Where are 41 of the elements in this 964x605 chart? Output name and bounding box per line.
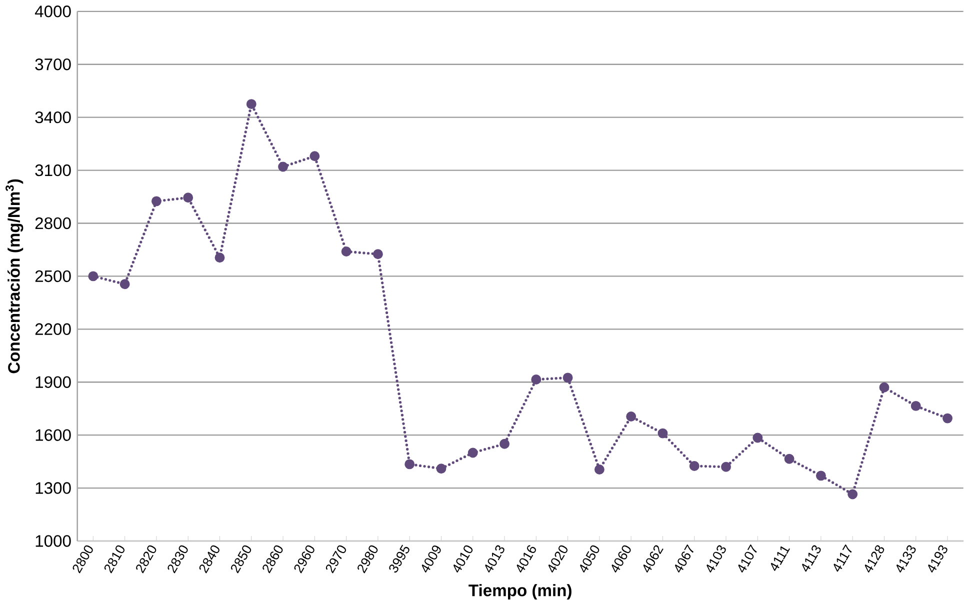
point xyxy=(120,279,130,290)
point xyxy=(468,448,478,458)
point xyxy=(436,464,446,474)
point xyxy=(88,271,98,282)
x-axis-title: Tiempo (min) xyxy=(468,584,572,600)
y-tick-label: 3400 xyxy=(35,111,71,124)
point xyxy=(752,432,763,443)
point xyxy=(246,99,256,110)
point xyxy=(942,413,952,424)
y-tick-label: 1900 xyxy=(36,376,71,388)
point xyxy=(626,412,636,422)
y-axis-title: Concentración (mg/Nm$^{3}$) xyxy=(6,179,24,374)
point xyxy=(721,462,731,472)
point xyxy=(910,400,921,411)
y-tick-label: 1300 xyxy=(36,482,71,494)
y-tick-label: 3100 xyxy=(35,164,71,176)
point xyxy=(278,162,288,172)
point xyxy=(879,382,890,392)
point xyxy=(848,489,858,500)
point xyxy=(500,438,510,449)
point xyxy=(531,374,542,384)
point xyxy=(151,196,162,206)
y-tick-label: 3700 xyxy=(35,58,71,70)
point xyxy=(816,470,826,481)
y-tick-label: 4000 xyxy=(34,6,71,18)
y-tick-label: 1000 xyxy=(36,535,71,547)
point xyxy=(404,459,415,470)
point xyxy=(784,454,794,464)
point xyxy=(372,249,383,260)
y-tick-label: 2200 xyxy=(35,323,71,335)
point xyxy=(214,252,225,263)
y-tick-label: 2800 xyxy=(35,217,71,230)
point xyxy=(310,151,320,162)
point xyxy=(594,464,604,474)
point xyxy=(689,460,700,471)
y-tick-label: 1600 xyxy=(36,429,71,441)
point xyxy=(341,246,352,256)
point xyxy=(562,372,573,383)
y-tick-label: 2500 xyxy=(35,270,71,282)
point xyxy=(658,428,668,438)
point xyxy=(183,192,194,203)
